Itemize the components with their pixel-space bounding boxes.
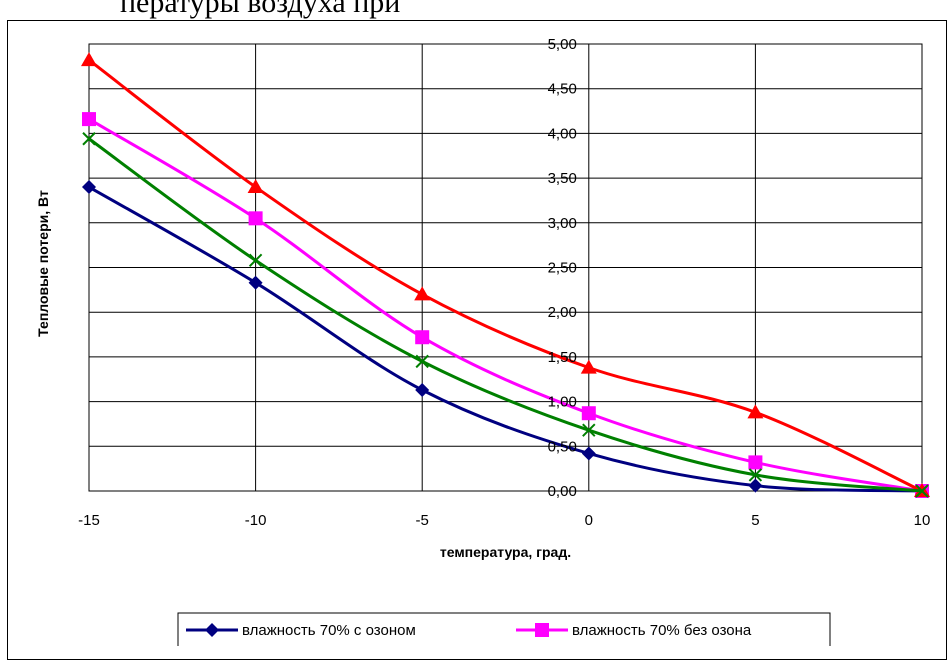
x-tick-label: 0	[585, 512, 593, 529]
data-point	[415, 330, 430, 345]
data-point	[248, 211, 263, 226]
series-line	[88, 58, 923, 493]
data-point	[415, 354, 429, 369]
legend-marker	[205, 623, 219, 637]
x-axis-title: температура, град.	[440, 544, 571, 560]
data-point	[582, 423, 596, 437]
data-point	[82, 132, 96, 146]
data-point	[414, 286, 431, 301]
data-point	[82, 112, 96, 127]
y-axis-title: Тепловые потери, Вт	[35, 190, 51, 337]
data-point	[915, 484, 929, 498]
x-tick-label: -5	[416, 512, 429, 529]
y-tick-label: 0,50	[548, 438, 577, 455]
y-tick-label: 4,50	[548, 81, 577, 98]
y-tick-label: 1,00	[548, 394, 577, 411]
y-tick-label: 1,50	[548, 349, 577, 366]
legend-label: влажность 70% без озона	[572, 622, 752, 639]
data-point	[81, 52, 97, 67]
x-tick-label: -15	[78, 512, 100, 529]
y-tick-label: 2,00	[548, 304, 577, 321]
x-tick-label: 5	[751, 512, 759, 529]
data-point	[748, 478, 763, 493]
legend-entry: влажность 70% с озоном	[186, 622, 416, 639]
x-tick-label: 10	[914, 512, 931, 529]
legend-marker	[535, 623, 549, 637]
series-line	[88, 137, 923, 493]
y-tick-label: 3,50	[548, 170, 577, 187]
series-line	[88, 117, 923, 493]
data-point	[415, 382, 430, 397]
page-heading-fragment: пературы воздуха при	[120, 0, 401, 19]
series-1	[82, 180, 929, 498]
data-point	[247, 179, 264, 194]
tick-labels: 0,00 0,50 1,00 1,50 2,00 2,50 3,00 3,50 4,00 4,50…	[78, 36, 930, 529]
data-point	[747, 404, 764, 419]
grid-lines	[88, 43, 923, 492]
legend-box	[177, 612, 831, 646]
data-point	[248, 275, 263, 290]
series-4	[82, 132, 929, 498]
y-tick-label: 4,00	[548, 125, 577, 142]
line-chart: 0,00 0,50 1,00 1,50 2,00 2,50 3,00 3,50 4,00 4,50…	[35, 36, 930, 646]
data-point	[580, 359, 597, 374]
legend-label: влажность 70% с озоном	[242, 622, 416, 639]
series-2	[82, 112, 929, 498]
y-tick-label: 3,00	[548, 215, 577, 232]
series-layer	[81, 52, 930, 498]
x-tick-label: -10	[245, 512, 267, 529]
data-point	[748, 455, 763, 470]
data-point	[581, 446, 596, 461]
legend-entry: влажность 70% без озона	[516, 622, 752, 639]
y-tick-label: 5,00	[548, 36, 577, 53]
legend: влажность 70% с озоном влажность 70% без …	[177, 612, 831, 646]
y-tick-label: 2,50	[548, 260, 577, 277]
plot-area-border	[88, 43, 923, 492]
y-tick-label: 0,00	[548, 483, 577, 500]
data-point	[248, 253, 263, 268]
series-3	[81, 52, 930, 497]
data-point	[581, 406, 596, 421]
series-line	[88, 185, 923, 493]
data-point	[748, 468, 763, 482]
data-point	[82, 180, 96, 195]
